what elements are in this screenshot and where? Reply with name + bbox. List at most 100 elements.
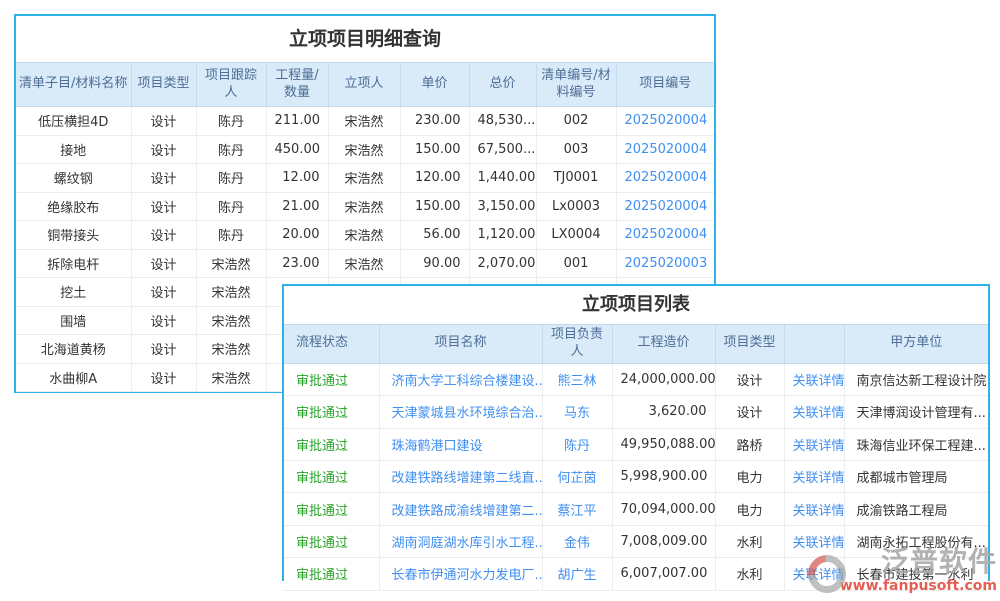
cell-item-code: LX0004 bbox=[536, 220, 617, 250]
cell-unit-price: 90.00 bbox=[400, 249, 470, 278]
cell-owner-link[interactable]: 熊三林 bbox=[542, 363, 613, 397]
col-header-project-name: 项目名称 bbox=[379, 324, 543, 364]
cell-material-name: 接地 bbox=[16, 135, 132, 164]
cell-project-name-link[interactable]: 湖南洞庭湖水库引水工程... bbox=[379, 525, 543, 559]
cell-initiator: 宋浩然 bbox=[328, 106, 401, 136]
cell-item-code: 001 bbox=[536, 249, 617, 278]
list-table-row: 审批通过 湖南洞庭湖水库引水工程... 金伟 7,008,009.00 水利 关联详情 湖南… bbox=[284, 525, 988, 559]
col-header-type: 项目类型 bbox=[715, 324, 785, 364]
cell-project-code-link[interactable]: 2025020004 bbox=[616, 135, 714, 164]
cell-cost: 5,998,900.00 bbox=[612, 460, 716, 494]
cell-project-name-link[interactable]: 改建铁路成渝线增建第二... bbox=[379, 492, 543, 526]
list-table-row: 审批通过 济南大学工科综合楼建设... 熊三林 24,000,000.00 设计 关联详情… bbox=[284, 363, 988, 397]
cell-initiator: 宋浩然 bbox=[328, 135, 401, 164]
cell-material-name: 围墙 bbox=[16, 306, 132, 335]
cell-item-code: 003 bbox=[536, 135, 617, 164]
cell-cost: 70,094,000.00 bbox=[612, 492, 716, 526]
list-table-row: 审批通过 改建铁路成渝线增建第二... 蔡江平 70,094,000.00 电力 关联详情… bbox=[284, 492, 988, 526]
cell-tracker: 宋浩然 bbox=[196, 306, 267, 335]
detail-table-row: 水曲柳A 设计 宋浩然 bbox=[16, 363, 714, 392]
cell-tracker: 宋浩然 bbox=[196, 334, 267, 364]
cell-status: 审批通过 bbox=[284, 363, 380, 397]
cell-initiator: 宋浩然 bbox=[328, 220, 401, 250]
cell-material-name: 挖土 bbox=[16, 277, 132, 307]
cell-project-name-link[interactable]: 济南大学工科综合楼建设... bbox=[379, 363, 543, 397]
cell-total-price: 1,440.00 bbox=[469, 163, 537, 193]
cell-relation-detail-link[interactable]: 关联详情 bbox=[784, 395, 845, 429]
cell-unit-price: 230.00 bbox=[400, 106, 470, 136]
list-table-header: 流程状态 项目名称 项目负责人 工程造价 项目类型 甲方单位 bbox=[284, 324, 988, 364]
cell-project-type: 设计 bbox=[131, 277, 197, 307]
cell-quantity: 20.00 bbox=[266, 220, 329, 250]
cell-relation-detail-link[interactable]: 关联详情 bbox=[784, 428, 845, 461]
cell-project-name-link[interactable]: 改建铁路线增建第二线直... bbox=[379, 460, 543, 494]
cell-project-name-link[interactable]: 珠海鹤港口建设 bbox=[379, 428, 543, 461]
cell-project-name-link[interactable]: 长春市伊通河水力发电厂... bbox=[379, 557, 543, 591]
cell-relation-detail-link[interactable]: 关联详情 bbox=[784, 492, 845, 526]
cell-owner-link[interactable]: 蔡江平 bbox=[542, 492, 613, 526]
cell-type: 设计 bbox=[715, 395, 785, 429]
cell-client: 南京信达新工程设计院 bbox=[844, 363, 988, 397]
col-header-cost: 工程造价 bbox=[612, 324, 716, 364]
list-header-row: 流程状态 项目名称 项目负责人 工程造价 项目类型 甲方单位 bbox=[284, 324, 988, 364]
cell-project-code-link[interactable]: 2025020003 bbox=[616, 249, 714, 278]
cell-project-code-link[interactable]: 2025020004 bbox=[616, 220, 714, 250]
watermark: 泛普软件 www.fanpusoft.com bbox=[799, 545, 997, 601]
list-table-title: 立项项目列表 bbox=[582, 294, 690, 315]
col-header-initiator: 立项人 bbox=[328, 62, 401, 107]
detail-table-row: 铜带接头 设计 陈丹 20.00 宋浩然 56.00 1,120.00 LX0004 20250… bbox=[16, 220, 714, 250]
list-table-row: 审批通过 长春市伊通河水力发电厂... 胡广生 6,007,007.00 水利 关联详情长… bbox=[284, 557, 988, 591]
cell-relation-detail-link[interactable]: 关联详情 bbox=[784, 460, 845, 494]
col-header-item-code: 清单编号/材料编号 bbox=[536, 62, 617, 107]
cell-total-price: 2,070.00 bbox=[469, 249, 537, 278]
col-header-status: 流程状态 bbox=[284, 324, 380, 364]
cell-relation-detail-link[interactable]: 关联详情 bbox=[784, 557, 845, 591]
cell-tracker: 陈丹 bbox=[196, 135, 267, 164]
cell-type: 水利 bbox=[715, 557, 785, 591]
cell-tracker: 陈丹 bbox=[196, 106, 267, 136]
cell-project-name-link[interactable]: 天津蒙城县水环境综合治... bbox=[379, 395, 543, 429]
list-table-body: 审批通过 济南大学工科综合楼建设... 熊三林 24,000,000.00 设计 关联详情… bbox=[284, 363, 988, 591]
cell-tracker: 宋浩然 bbox=[196, 249, 267, 278]
cell-quantity: 23.00 bbox=[266, 249, 329, 278]
cell-project-code-link[interactable]: 2025020004 bbox=[616, 163, 714, 193]
cell-cost: 6,007,007.00 bbox=[612, 557, 716, 591]
cell-client: 成都城市管理局 bbox=[844, 460, 988, 494]
cell-type: 电力 bbox=[715, 492, 785, 526]
cell-quantity: 211.00 bbox=[266, 106, 329, 136]
cell-relation-detail-link[interactable]: 关联详情 bbox=[784, 363, 845, 397]
cell-material-name: 螺纹钢 bbox=[16, 163, 132, 193]
cell-status: 审批通过 bbox=[284, 460, 380, 494]
detail-table-row: 低压横担4D 设计 陈丹 211.00 宋浩然 230.00 48,530... 002 202… bbox=[16, 106, 714, 136]
cell-initiator: 宋浩然 bbox=[328, 249, 401, 278]
list-table-row: 审批通过 天津蒙城县水环境综合治... 马东 3,620.00 设计 关联详情 天津博润设计… bbox=[284, 395, 988, 429]
cell-tracker: 宋浩然 bbox=[196, 363, 267, 392]
cell-owner-link[interactable]: 马东 bbox=[542, 395, 613, 429]
cell-unit-price: 56.00 bbox=[400, 220, 470, 250]
cell-client: 天津博润设计管理有... bbox=[844, 395, 988, 429]
col-header-unit-price: 单价 bbox=[400, 62, 470, 107]
cell-relation-detail-link[interactable]: 关联详情 bbox=[784, 525, 845, 559]
cell-tracker: 陈丹 bbox=[196, 192, 267, 221]
watermark-url: www.fanpusoft.com bbox=[839, 578, 997, 595]
cell-unit-price: 150.00 bbox=[400, 135, 470, 164]
cell-owner-link[interactable]: 胡广生 bbox=[542, 557, 613, 591]
cell-owner-link[interactable]: 陈丹 bbox=[542, 428, 613, 461]
cell-material-name: 绝缘胶布 bbox=[16, 192, 132, 221]
cell-project-code-link[interactable]: 2025020004 bbox=[616, 192, 714, 221]
cell-total-price: 3,150.00 bbox=[469, 192, 537, 221]
cell-cost: 49,950,088.00 bbox=[612, 428, 716, 461]
detail-table-header: 清单子目/材料名称 项目类型 项目跟踪人 工程量/数量 立项人 单价 总价 清单… bbox=[16, 62, 714, 107]
cell-owner-link[interactable]: 金伟 bbox=[542, 525, 613, 559]
detail-table-row: 绝缘胶布 设计 陈丹 21.00 宋浩然 150.00 3,150.00 Lx0003 2025… bbox=[16, 192, 714, 221]
cell-unit-price: 120.00 bbox=[400, 163, 470, 193]
cell-owner-link[interactable]: 何芷茵 bbox=[542, 460, 613, 494]
watermark-brand: 泛普软件 bbox=[880, 545, 997, 579]
cell-project-type: 设计 bbox=[131, 163, 197, 193]
cell-tracker: 宋浩然 bbox=[196, 277, 267, 307]
cell-project-code-link[interactable]: 2025020004 bbox=[616, 106, 714, 136]
cell-project-type: 设计 bbox=[131, 192, 197, 221]
cell-type: 设计 bbox=[715, 363, 785, 397]
list-table-row: 审批通过 改建铁路线增建第二线直... 何芷茵 5,998,900.00 电力 关联详情成… bbox=[284, 460, 988, 494]
cell-client: 湖南永拓工程股份有... bbox=[844, 525, 988, 559]
